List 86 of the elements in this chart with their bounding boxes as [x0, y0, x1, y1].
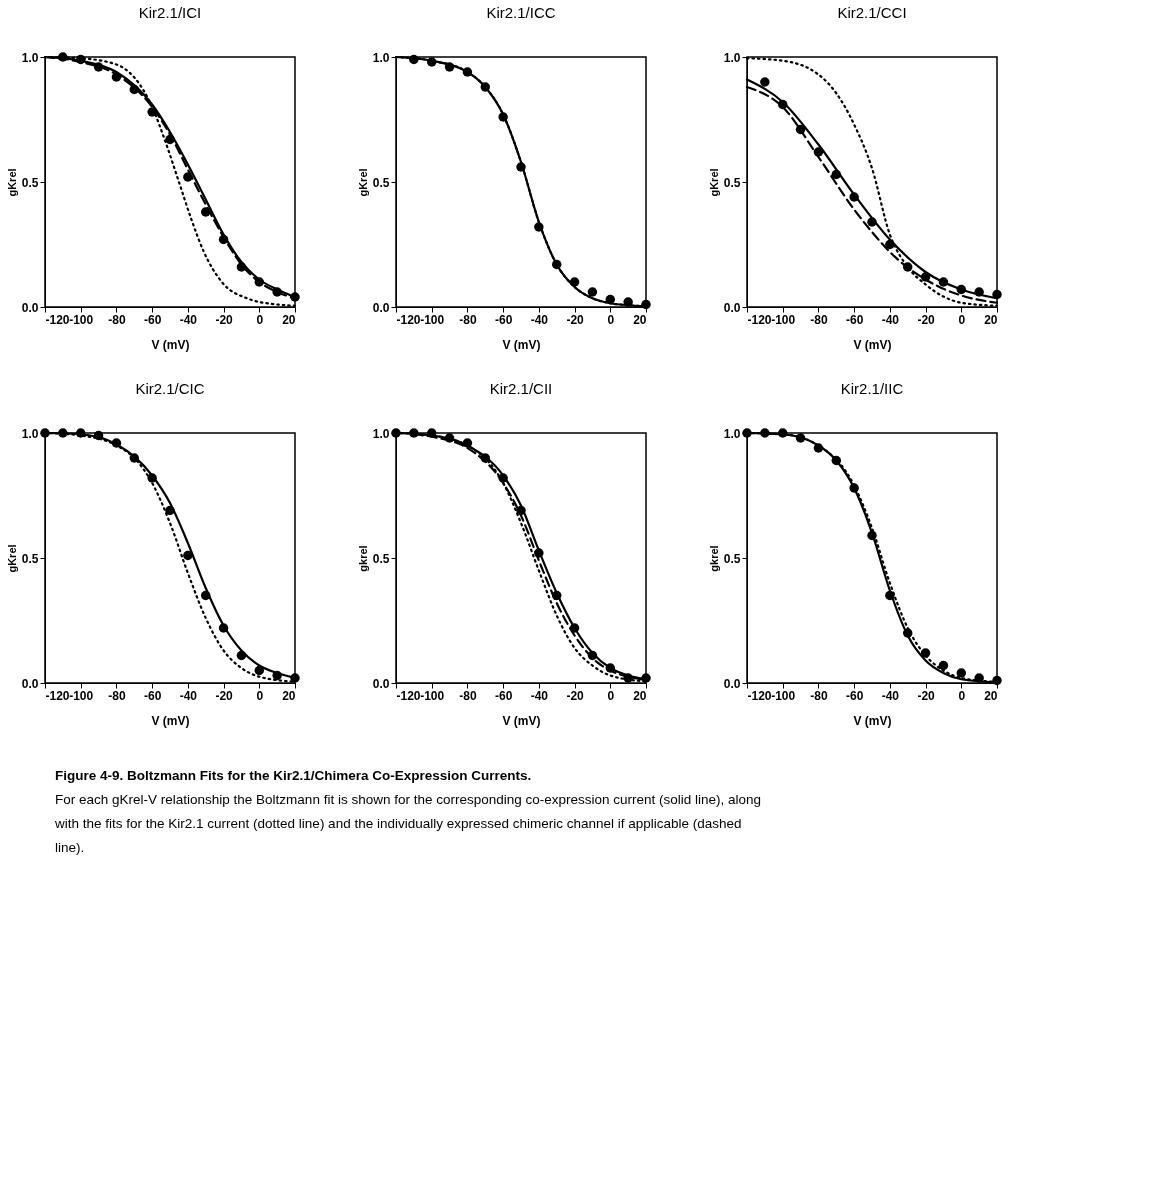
- x-tick-label: -20: [215, 688, 234, 703]
- x-tick-label: 0: [256, 312, 264, 327]
- x-tick-label: -120: [747, 312, 772, 327]
- x-tick-label: -40: [530, 688, 549, 703]
- x-tick-label: -20: [917, 688, 936, 703]
- x-tick-label: -120: [396, 688, 421, 703]
- x-tick-label: -100: [69, 312, 94, 327]
- y-tick-label: 0.5: [21, 175, 39, 190]
- x-tick-label: 20: [633, 688, 647, 703]
- chart-title: Kir2.1/CII: [489, 380, 553, 397]
- y-tick-label: 0.0: [21, 676, 39, 691]
- x-tick-label: 0: [607, 312, 615, 327]
- x-tick-label: 20: [984, 688, 998, 703]
- chart-title: Kir2.1/ICI: [138, 4, 202, 21]
- x-tick-label: -100: [771, 688, 796, 703]
- y-tick-label: 0.0: [372, 676, 390, 691]
- x-tick-label: 0: [256, 688, 264, 703]
- y-tick-label: 1.0: [21, 426, 39, 441]
- y-tick-label: 0.5: [723, 551, 741, 566]
- chart-title: Kir2.1/CCI: [837, 4, 907, 21]
- y-tick-label: 1.0: [372, 50, 390, 65]
- x-tick-label: -20: [566, 688, 585, 703]
- y-tick-label: 1.0: [723, 426, 741, 441]
- y-axis-title: gkrel: [707, 545, 720, 572]
- x-tick-label: 20: [282, 312, 296, 327]
- x-tick-label: -40: [179, 312, 198, 327]
- x-tick-label: -80: [810, 688, 828, 703]
- x-tick-label: -80: [810, 312, 828, 327]
- x-axis-title: V (mV): [502, 337, 541, 352]
- x-axis-title: V (mV): [853, 337, 892, 352]
- x-tick-label: -40: [179, 688, 198, 703]
- x-tick-label: 0: [607, 688, 615, 703]
- y-axis-title: gKrel: [5, 168, 18, 197]
- x-tick-label: -60: [494, 688, 513, 703]
- x-tick-label: -20: [566, 312, 585, 327]
- x-tick-label: -60: [143, 312, 162, 327]
- y-axis-title: gKrel: [707, 168, 720, 197]
- x-tick-label: -80: [459, 688, 477, 703]
- y-tick-label: 1.0: [723, 50, 741, 65]
- x-tick-label: -40: [881, 688, 900, 703]
- x-tick-label: -80: [108, 312, 126, 327]
- x-tick-label: -60: [845, 688, 864, 703]
- x-axis-title: V (mV): [853, 713, 892, 728]
- x-tick-label: -60: [494, 312, 513, 327]
- x-tick-label: -120: [747, 688, 772, 703]
- x-tick-label: -80: [108, 688, 126, 703]
- x-axis-title: V (mV): [151, 337, 190, 352]
- x-tick-label: -40: [530, 312, 549, 327]
- x-tick-label: -100: [69, 688, 94, 703]
- y-tick-label: 0.0: [372, 300, 390, 315]
- x-tick-label: -60: [845, 312, 864, 327]
- chart-title: Kir2.1/ICC: [486, 4, 556, 21]
- x-tick-label: -100: [420, 688, 445, 703]
- x-tick-label: -120: [45, 312, 70, 327]
- y-tick-label: 0.5: [723, 175, 741, 190]
- y-tick-label: 0.5: [372, 551, 390, 566]
- x-axis-title: V (mV): [151, 713, 190, 728]
- x-axis-title: V (mV): [502, 713, 541, 728]
- x-tick-label: 20: [984, 312, 998, 327]
- y-tick-label: 0.5: [372, 175, 390, 190]
- y-tick-label: 0.5: [21, 551, 39, 566]
- x-tick-label: -120: [45, 688, 70, 703]
- y-tick-label: 0.0: [21, 300, 39, 315]
- x-tick-label: -20: [215, 312, 234, 327]
- x-tick-label: 20: [282, 688, 296, 703]
- x-tick-label: -100: [771, 312, 796, 327]
- y-axis-title: gKrel: [356, 168, 369, 197]
- x-tick-label: -40: [881, 312, 900, 327]
- chart-title: Kir2.1/IIC: [840, 380, 904, 397]
- x-tick-label: -60: [143, 688, 162, 703]
- x-tick-label: 0: [958, 688, 966, 703]
- y-tick-label: 1.0: [21, 50, 39, 65]
- chart-title: Kir2.1/CIC: [135, 380, 205, 397]
- text: For each gKrel-V relationship the Boltzmann fit is shown for the corresponding co-expression current (solid line), along with the fits for the Kir2.1 current (dotted line) and the individually expressed chimeric channel if applicable (dashed line).: [54, 792, 762, 855]
- y-tick-label: 1.0: [372, 426, 390, 441]
- y-axis-title: gkrel: [356, 545, 369, 572]
- y-tick-label: 0.0: [723, 676, 741, 691]
- x-tick-label: -80: [459, 312, 477, 327]
- y-axis-title: gKrel: [5, 544, 18, 573]
- caption: Figure 4-9. Boltzmann Fits for the Kir2.1/Chimera Co-Expression Currents.: [55, 768, 532, 783]
- y-tick-label: 0.0: [723, 300, 741, 315]
- x-tick-label: -20: [917, 312, 936, 327]
- x-tick-label: -120: [396, 312, 421, 327]
- x-tick-label: 20: [633, 312, 647, 327]
- x-tick-label: 0: [958, 312, 966, 327]
- x-tick-label: -100: [420, 312, 445, 327]
